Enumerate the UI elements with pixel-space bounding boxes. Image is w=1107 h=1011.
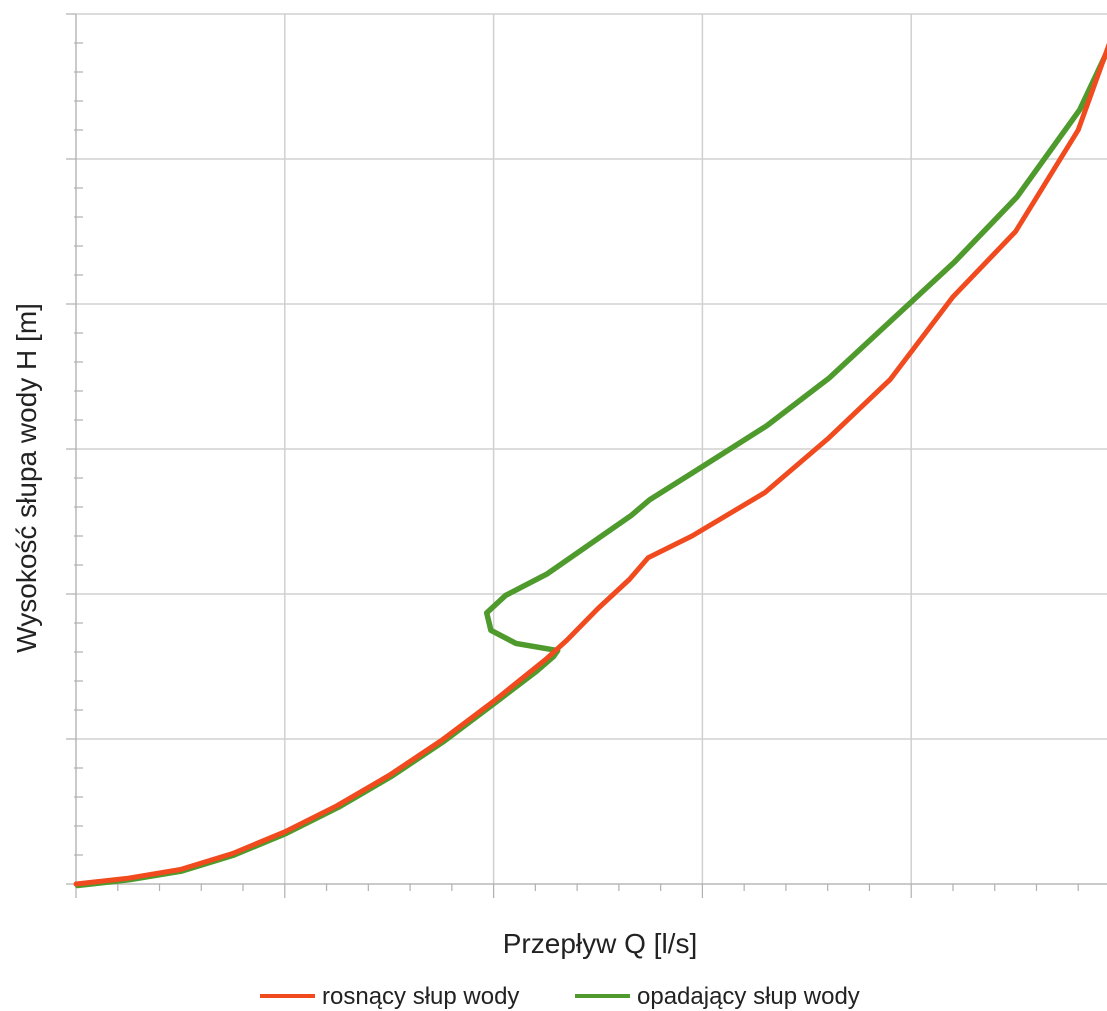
axes: [66, 13, 1107, 898]
legend: rosnący słup wody opadający słup wody: [260, 983, 860, 1010]
legend-label-falling: opadający słup wody: [637, 983, 860, 1010]
series-lines: [73, 42, 1107, 889]
series-line-falling: [74, 45, 1107, 889]
grid-lines: [76, 13, 1107, 884]
x-axis-title: Przepływ Q [l/s]: [503, 928, 697, 959]
y-axis-title: Wysokość słupa wody H [m]: [11, 303, 42, 653]
series-line-rising: [73, 42, 1107, 887]
legend-label-rising: rosnący słup wody: [322, 983, 519, 1010]
